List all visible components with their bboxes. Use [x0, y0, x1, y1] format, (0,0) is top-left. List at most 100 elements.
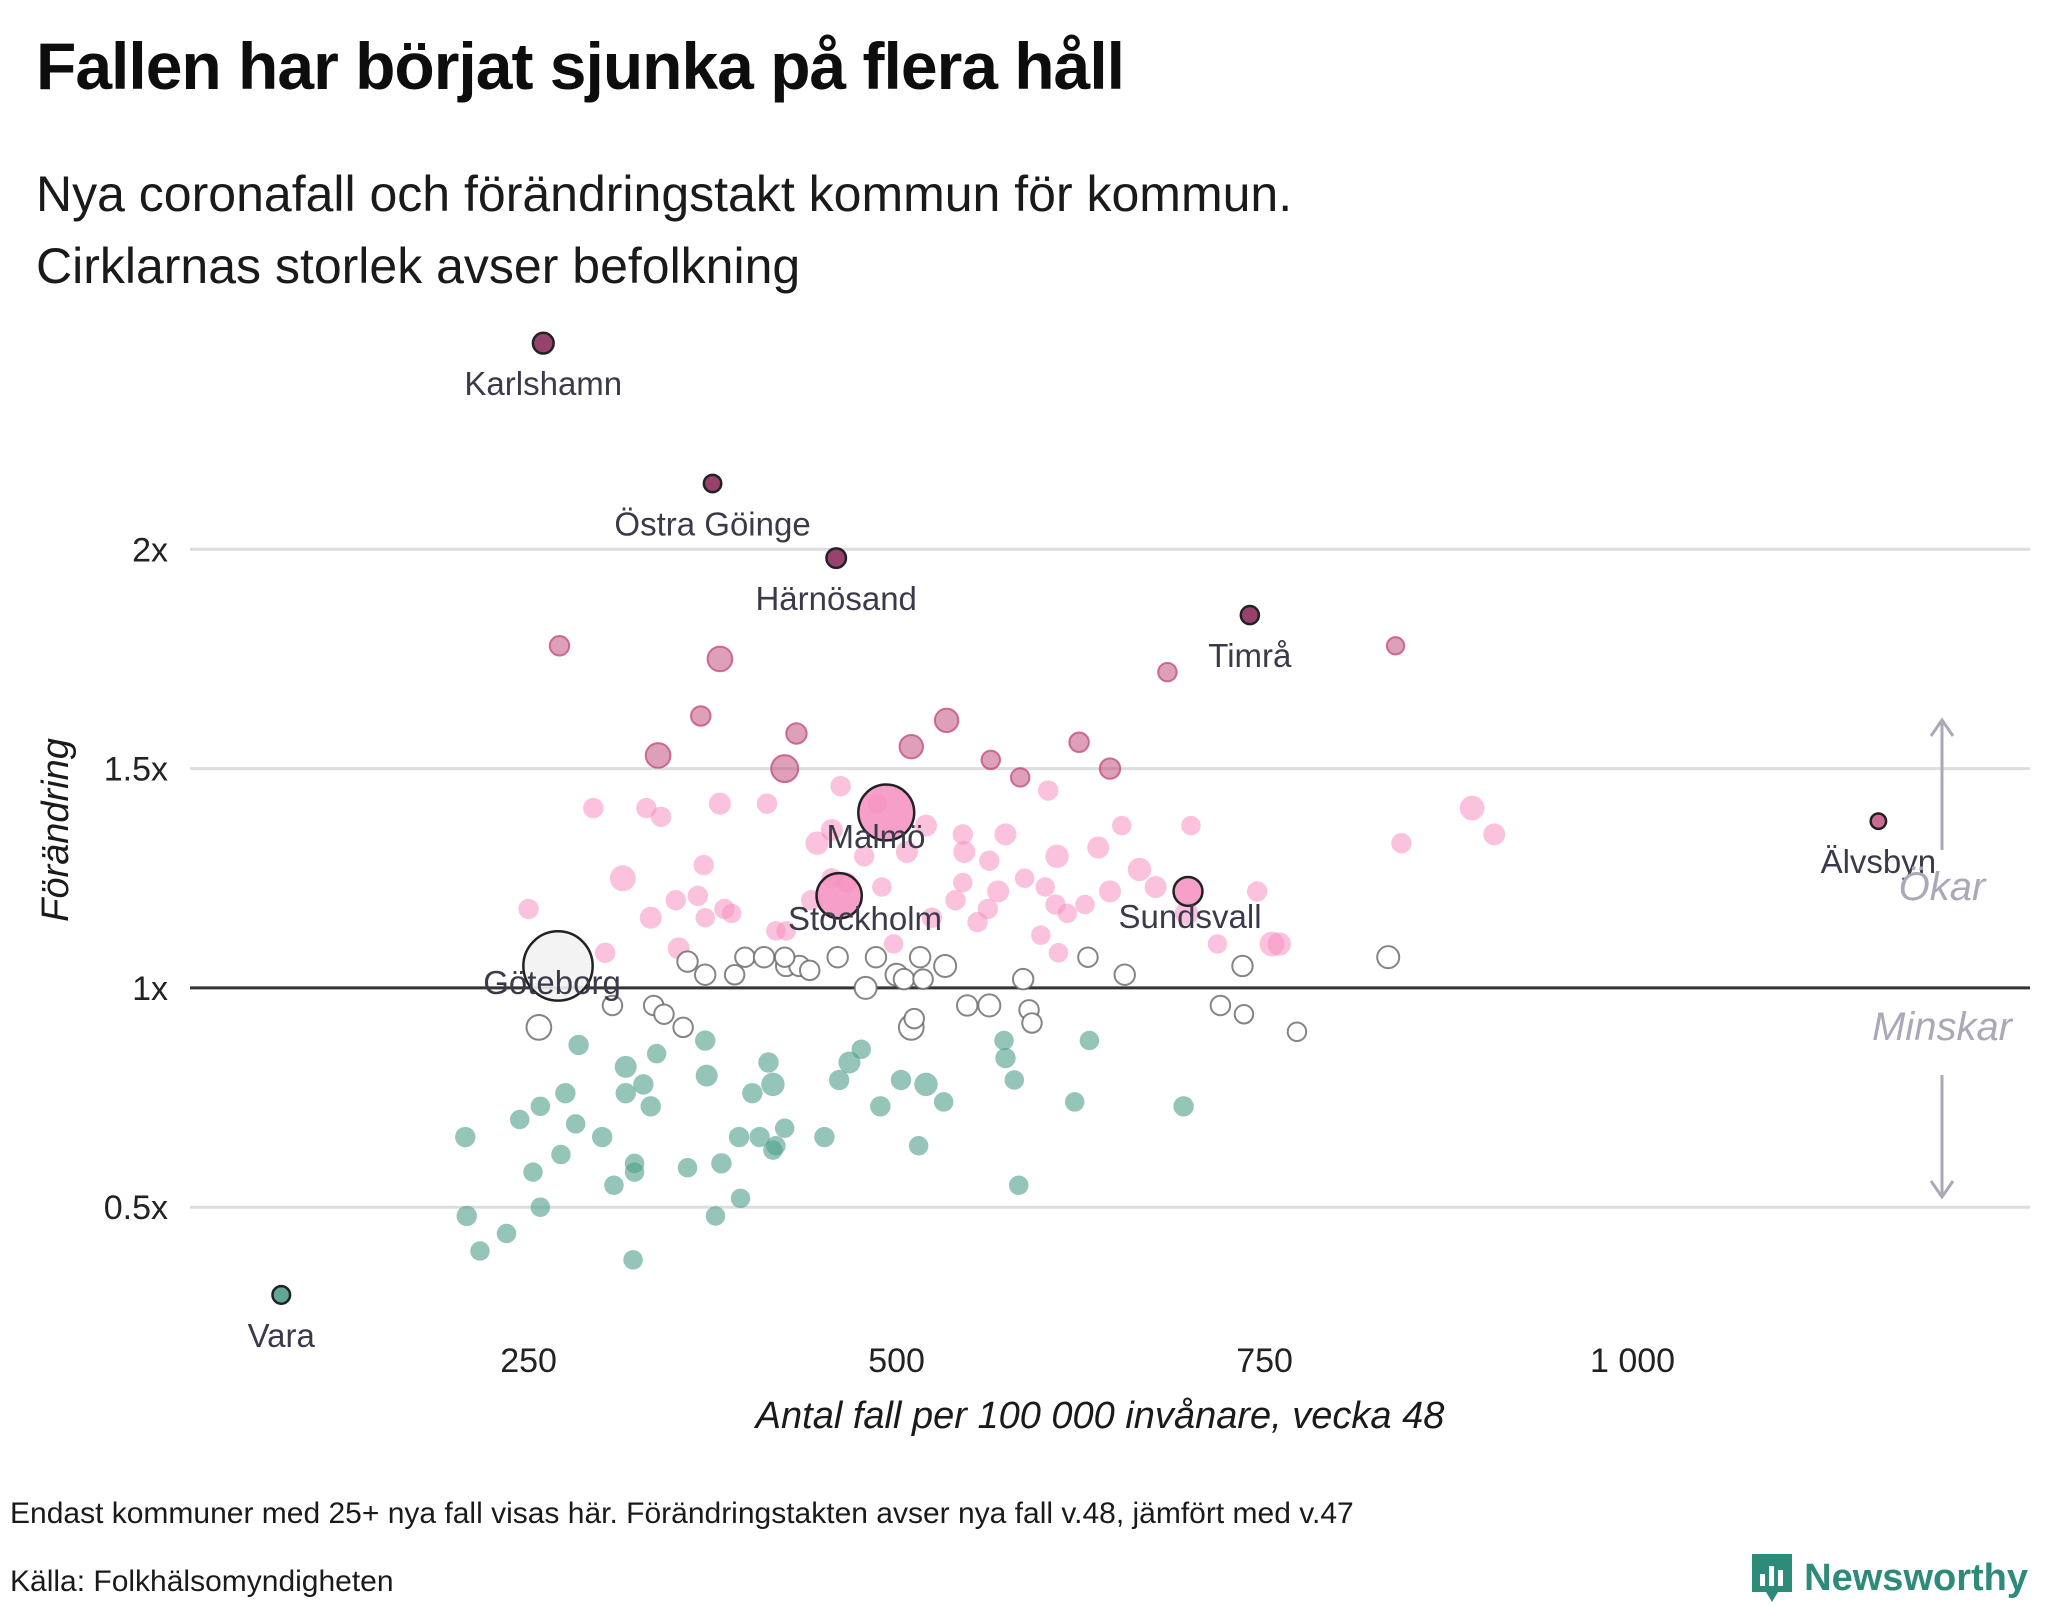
- data-point: [1286, 1021, 1308, 1043]
- data-point: [723, 963, 746, 986]
- data-points: [271, 331, 1888, 1305]
- highlighted-point: [825, 547, 848, 570]
- direction-annotations: Ökar Minskar: [1872, 717, 2014, 1200]
- data-point: [1064, 1092, 1085, 1112]
- point-label: Östra Göinge: [614, 506, 810, 543]
- data-point: [912, 968, 934, 990]
- data-point: [956, 994, 979, 1017]
- data-point: [908, 1136, 929, 1156]
- data-point: [805, 831, 829, 855]
- data-point: [892, 967, 916, 991]
- data-point: [980, 749, 1002, 771]
- data-point: [785, 722, 808, 745]
- data-point: [1098, 757, 1122, 780]
- data-point: [523, 1162, 543, 1182]
- data-point: [1173, 1096, 1194, 1117]
- data-point: [1246, 881, 1268, 902]
- data-point: [509, 1109, 530, 1130]
- data-point: [1009, 767, 1031, 788]
- data-point: [695, 907, 715, 928]
- data-point: [945, 889, 966, 911]
- data-point: [624, 1162, 645, 1182]
- data-point: [604, 1175, 624, 1196]
- data-point: [730, 1188, 751, 1209]
- data-point: [591, 1126, 613, 1148]
- data-point: [883, 934, 904, 954]
- data-point: [770, 754, 800, 784]
- data-point: [1181, 815, 1201, 836]
- data-point: [826, 945, 849, 969]
- data-point: [1267, 932, 1291, 956]
- data-point: [1011, 967, 1035, 991]
- data-point: [864, 945, 888, 969]
- point-label: Karlshamn: [464, 365, 622, 402]
- subtitle-line-2: Cirklarnas storlek avser befolkning: [36, 238, 801, 294]
- grid-lines: [190, 547, 2030, 1209]
- data-point: [1376, 945, 1401, 970]
- data-point: [1144, 876, 1167, 899]
- data-point: [933, 953, 958, 978]
- annotation-increase: Ökar: [1899, 865, 1987, 909]
- data-point: [1057, 903, 1078, 924]
- highlighted-point: [702, 473, 723, 494]
- data-point: [693, 854, 714, 876]
- data-point: [708, 792, 731, 815]
- data-point: [1045, 844, 1069, 869]
- chart-title: Fallen har börjat sjunka på flera håll: [36, 29, 1125, 103]
- subtitle-line-1: Nya coronafall och förändringstakt kommu…: [36, 166, 1293, 222]
- data-point: [1174, 901, 1199, 926]
- data-point: [1233, 1003, 1255, 1025]
- data-point: [953, 840, 976, 863]
- data-point: [814, 1126, 835, 1148]
- data-point: [1004, 1070, 1025, 1090]
- data-point: [914, 814, 938, 837]
- data-point: [1031, 925, 1051, 946]
- data-point: [601, 994, 624, 1017]
- data-point: [851, 1039, 871, 1060]
- data-point: [677, 1157, 698, 1178]
- data-point: [711, 1153, 732, 1174]
- data-point: [1035, 877, 1055, 897]
- y-tick-label: 0.5x: [104, 1189, 168, 1227]
- data-point: [749, 1126, 770, 1148]
- up-arrowhead-icon: [1929, 717, 1955, 737]
- data-point: [614, 1055, 637, 1078]
- data-point: [903, 1007, 925, 1030]
- data-point: [676, 950, 699, 973]
- data-point: [952, 824, 974, 845]
- down-arrowhead-icon: [1929, 1180, 1955, 1200]
- data-point: [551, 1144, 571, 1165]
- scatter-chart: Karlshamn Östra Göinge Härnösand Timrå Älvsb…: [35, 331, 2030, 1437]
- point-label: Stockholm: [788, 900, 942, 937]
- point-label: Malmö: [826, 818, 925, 855]
- data-point: [636, 797, 657, 819]
- brand-name: Newsworthy: [1804, 1556, 2028, 1599]
- data-point: [694, 1030, 716, 1051]
- data-point: [853, 846, 875, 867]
- data-point: [687, 885, 709, 906]
- brand-logo[interactable]: Newsworthy: [1750, 1552, 2028, 1604]
- data-point: [1207, 934, 1228, 954]
- data-point: [705, 1206, 726, 1226]
- data-point: [665, 889, 686, 911]
- x-tick-label: 1 000: [1590, 1342, 1675, 1380]
- point-label: Härnösand: [755, 580, 916, 617]
- data-point: [773, 946, 796, 968]
- data-point: [933, 707, 960, 734]
- data-point: [706, 645, 734, 673]
- data-point: [555, 1082, 576, 1104]
- data-point: [890, 1069, 912, 1091]
- data-point: [895, 840, 918, 863]
- x-tick-label: 500: [868, 1342, 925, 1380]
- data-point: [758, 1052, 779, 1073]
- data-point: [1075, 894, 1095, 915]
- x-axis-label: Antal fall per 100 000 invånare, vecka 4…: [754, 1395, 1445, 1437]
- data-point: [977, 898, 999, 920]
- data-point: [623, 1250, 643, 1270]
- highlighted-point: [1239, 604, 1261, 626]
- data-point: [1209, 994, 1232, 1017]
- data-point: [1127, 857, 1152, 882]
- y-axis-label: Förändring: [35, 738, 77, 922]
- data-point: [496, 1223, 517, 1244]
- data-point: [653, 1003, 675, 1025]
